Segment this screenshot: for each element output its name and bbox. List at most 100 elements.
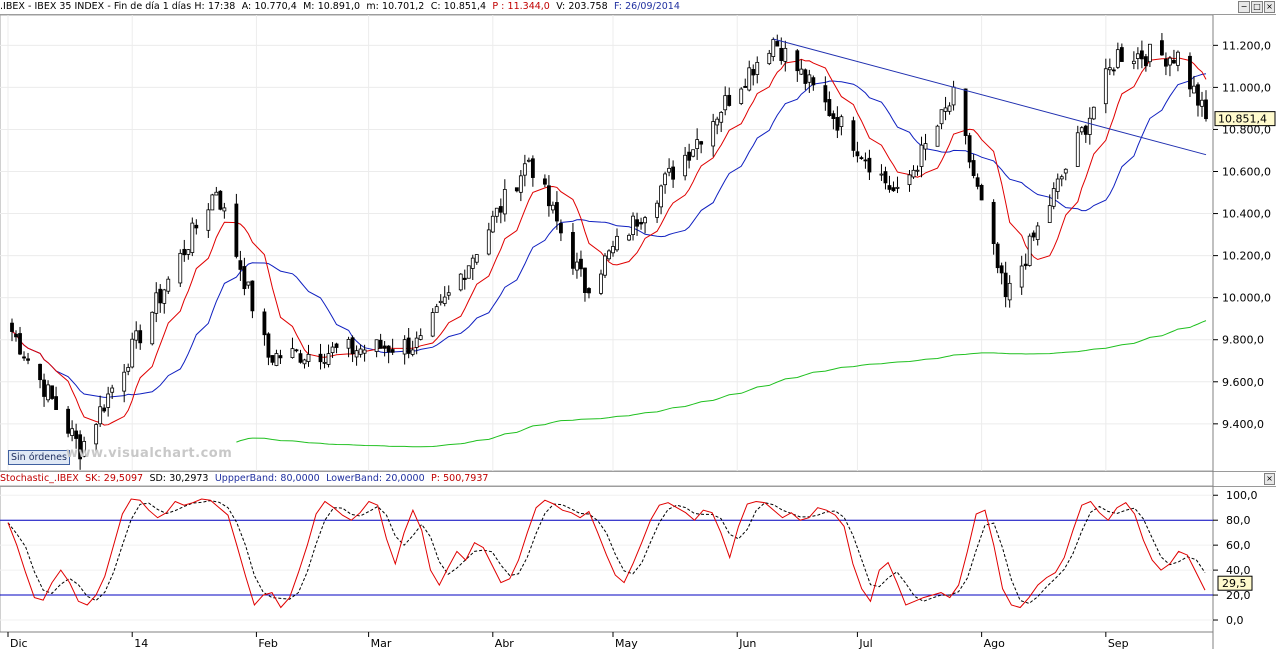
x-tick-label: Abr bbox=[495, 637, 515, 649]
candle-body bbox=[206, 209, 211, 231]
candle-body bbox=[1031, 232, 1036, 238]
candle-body bbox=[498, 206, 503, 213]
candle-body bbox=[526, 159, 531, 162]
ma-short-line bbox=[11, 56, 1207, 426]
candle-body bbox=[42, 379, 46, 397]
ub-value: 80,0000 bbox=[280, 473, 320, 484]
ub-label: UppperBand: bbox=[214, 473, 278, 484]
candle-body bbox=[947, 105, 952, 112]
last-price-box bbox=[1214, 111, 1276, 127]
candle-body bbox=[723, 95, 728, 111]
candle-body bbox=[166, 278, 171, 292]
sd-value: 30,2973 bbox=[169, 473, 209, 484]
candle-body bbox=[306, 353, 311, 362]
candle-body bbox=[967, 135, 972, 163]
candle-body bbox=[743, 85, 748, 88]
stoch-close-button[interactable]: × bbox=[1264, 473, 1275, 485]
candle-body bbox=[406, 337, 411, 354]
candle-body bbox=[915, 169, 920, 172]
maximize-button[interactable]: □ bbox=[1251, 1, 1263, 13]
candle-body bbox=[1164, 58, 1168, 67]
p-value: 11.344,0 bbox=[507, 1, 550, 12]
candle-body bbox=[22, 356, 26, 359]
candle-body bbox=[214, 191, 219, 196]
candle-body bbox=[294, 349, 299, 352]
high-value: 10.891,0 bbox=[317, 1, 361, 12]
candle-body bbox=[26, 358, 30, 361]
candle-body bbox=[458, 273, 463, 291]
candle-body bbox=[234, 203, 239, 257]
candle-body bbox=[767, 52, 772, 65]
stoch-tick-label: 20,0 bbox=[1226, 589, 1251, 602]
candle-body bbox=[402, 339, 407, 355]
candle-body bbox=[883, 171, 888, 184]
stoch-tick-label: 40,0 bbox=[1226, 564, 1251, 577]
high-label: M: bbox=[303, 1, 315, 12]
lb-label: LowerBand: bbox=[326, 473, 383, 484]
candle-body bbox=[10, 322, 14, 332]
candle-body bbox=[18, 333, 22, 355]
candle-body bbox=[446, 292, 451, 296]
candle-body bbox=[162, 289, 167, 304]
candle-body bbox=[490, 215, 495, 233]
candle-body bbox=[126, 367, 131, 372]
candle-body bbox=[1107, 67, 1112, 71]
candle-body bbox=[631, 215, 635, 235]
candle-body bbox=[939, 109, 944, 125]
stoch-tick-label: 80,0 bbox=[1226, 514, 1251, 527]
close-button[interactable]: × bbox=[1264, 1, 1275, 13]
candle-body bbox=[1131, 60, 1136, 64]
minimize-button[interactable]: − bbox=[1238, 1, 1250, 13]
close-value: 10.851,4 bbox=[443, 1, 487, 12]
candle-body bbox=[354, 350, 359, 358]
candle-body bbox=[530, 158, 535, 178]
price-tick-label: 11.200,0 bbox=[1222, 39, 1271, 52]
candle-body bbox=[715, 118, 720, 126]
x-tick-label: Jun bbox=[738, 637, 756, 649]
candle-body bbox=[186, 249, 191, 255]
candle-body bbox=[150, 311, 155, 345]
candle-body bbox=[1103, 68, 1108, 105]
candle-body bbox=[318, 353, 323, 363]
candle-body bbox=[386, 345, 391, 353]
candle-body bbox=[895, 186, 900, 189]
candle-body bbox=[1139, 50, 1144, 60]
volume-value: 203.758 bbox=[568, 1, 608, 12]
candle-body bbox=[54, 396, 58, 410]
candle-body bbox=[1007, 282, 1012, 301]
stoch-tick-label: 60,0 bbox=[1226, 539, 1251, 552]
candle-body bbox=[687, 151, 692, 161]
candle-body bbox=[771, 39, 776, 57]
candle-body bbox=[919, 144, 924, 167]
candle-body bbox=[1055, 178, 1060, 192]
candle-body bbox=[831, 113, 836, 119]
candle-body bbox=[599, 273, 603, 294]
sd-label: SD: bbox=[149, 473, 166, 484]
candle-body bbox=[246, 281, 251, 286]
candle-body bbox=[1160, 40, 1164, 56]
candle-body bbox=[94, 424, 99, 445]
candle-body bbox=[923, 143, 928, 150]
last-price-marker: 10.851,4 bbox=[1214, 111, 1276, 127]
orders-status-badge[interactable]: Sin órdenes bbox=[8, 450, 70, 465]
candle-body bbox=[1047, 205, 1052, 223]
candle-body bbox=[1168, 57, 1172, 66]
candle-body bbox=[867, 157, 872, 173]
lb-value: 20,0000 bbox=[385, 473, 425, 484]
candle-body bbox=[659, 185, 663, 208]
candle-body bbox=[571, 232, 575, 269]
candle-body bbox=[430, 312, 435, 337]
candle-body bbox=[102, 407, 107, 412]
candle-body bbox=[1063, 168, 1068, 174]
candle-body bbox=[603, 255, 607, 276]
ma-long-path bbox=[236, 320, 1207, 448]
candle-body bbox=[667, 167, 672, 173]
candle-body bbox=[627, 234, 631, 241]
candle-body bbox=[82, 441, 87, 457]
candle-body bbox=[326, 353, 331, 365]
candle-body bbox=[963, 88, 968, 136]
candle-body bbox=[1083, 125, 1088, 135]
candle-body bbox=[222, 207, 227, 212]
trendline[interactable] bbox=[773, 38, 1207, 156]
